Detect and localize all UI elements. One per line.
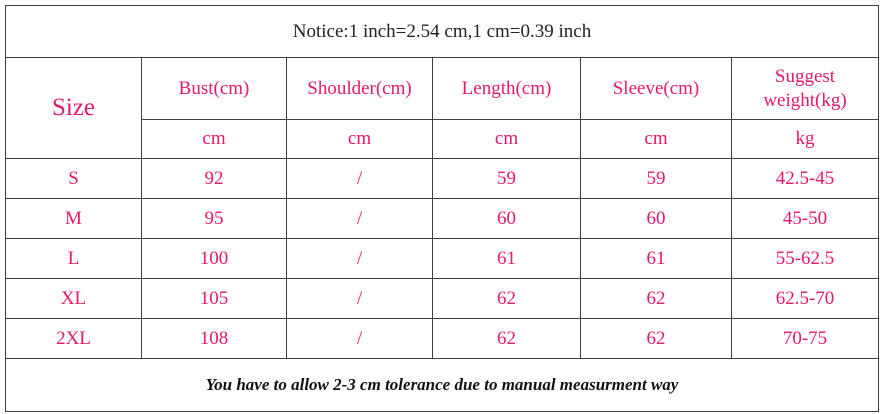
table-row: S 92 / 59 59 42.5-45 — [5, 158, 880, 199]
size-label: XL — [5, 278, 142, 319]
header-row: Size Bust(cm) Shoulder(cm) Length(cm) Sl… — [5, 57, 880, 159]
column-header-bust: Bust(cm) — [141, 57, 287, 120]
length-value: 62 — [432, 278, 581, 319]
shoulder-value: / — [286, 318, 433, 359]
size-label: S — [5, 158, 142, 199]
size-chart-table: Notice:1 inch=2.54 cm,1 cm=0.39 inch Siz… — [4, 5, 880, 412]
weight-value: 62.5-70 — [730, 278, 880, 319]
unit-shoulder: cm — [286, 119, 433, 159]
shoulder-value: / — [286, 198, 433, 239]
unit-weight: kg — [730, 119, 880, 159]
bust-value: 95 — [141, 198, 287, 239]
column-header-weight-cell: Suggest weight(kg) — [730, 57, 880, 120]
column-header-weight: Suggest weight(kg) — [763, 65, 847, 111]
table-row: L 100 / 61 61 55-62.5 — [5, 238, 880, 279]
weight-value: 70-75 — [730, 318, 880, 359]
table-row: XL 105 / 62 62 62.5-70 — [5, 278, 880, 319]
weight-value: 42.5-45 — [730, 158, 880, 199]
shoulder-value: / — [286, 278, 433, 319]
weight-value: 55-62.5 — [730, 238, 880, 279]
length-value: 60 — [432, 198, 581, 239]
column-header-length: Length(cm) — [432, 57, 581, 120]
notice-text: Notice:1 inch=2.54 cm,1 cm=0.39 inch — [4, 5, 880, 58]
size-label: 2XL — [5, 318, 142, 359]
bust-value: 105 — [141, 278, 287, 319]
length-value: 59 — [432, 158, 581, 199]
unit-length: cm — [432, 119, 581, 159]
tolerance-note: You have to allow 2-3 cm tolerance due t… — [4, 358, 880, 412]
weight-value: 45-50 — [730, 198, 880, 239]
unit-sleeve: cm — [580, 119, 732, 159]
bust-value: 108 — [141, 318, 287, 359]
column-header-sleeve: Sleeve(cm) — [580, 57, 732, 120]
shoulder-value: / — [286, 158, 433, 199]
sleeve-value: 62 — [580, 318, 732, 359]
size-header: Size — [5, 57, 142, 159]
size-label: L — [5, 238, 142, 279]
unit-bust: cm — [141, 119, 287, 159]
length-value: 61 — [432, 238, 581, 279]
bust-value: 92 — [141, 158, 287, 199]
size-label: M — [5, 198, 142, 239]
column-header-shoulder: Shoulder(cm) — [286, 57, 433, 120]
sleeve-value: 59 — [580, 158, 732, 199]
notice-row: Notice:1 inch=2.54 cm,1 cm=0.39 inch — [4, 5, 880, 58]
shoulder-value: / — [286, 238, 433, 279]
footer-row: You have to allow 2-3 cm tolerance due t… — [4, 358, 880, 412]
sleeve-value: 60 — [580, 198, 732, 239]
length-value: 62 — [432, 318, 581, 359]
bust-value: 100 — [141, 238, 287, 279]
unit-row: cm cm cm cm kg — [6, 119, 880, 159]
sleeve-value: 62 — [580, 278, 732, 319]
sleeve-value: 61 — [580, 238, 732, 279]
table-row: M 95 / 60 60 45-50 — [5, 198, 880, 239]
table-row: 2XL 108 / 62 62 70-75 — [5, 318, 880, 359]
